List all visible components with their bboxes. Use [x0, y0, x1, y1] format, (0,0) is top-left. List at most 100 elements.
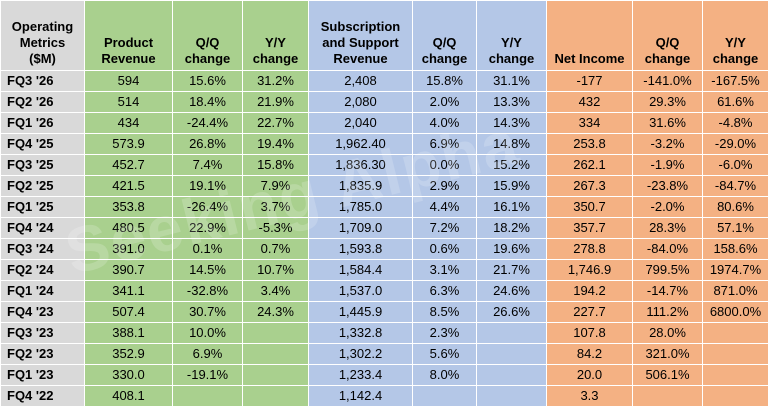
cell-net-income: 262.1: [547, 155, 633, 176]
cell-net-income: 107.8: [547, 323, 633, 344]
cell-net-income-yy: [703, 386, 768, 407]
cell-net-income: 20.0: [547, 365, 633, 386]
cell-product-yy: 0.7%: [243, 239, 309, 260]
cell-net-income: -177: [547, 71, 633, 92]
cell-subscription-yy: 16.1%: [477, 197, 547, 218]
cell-subscription-yy: [477, 365, 547, 386]
cell-subscription-revenue: 1,962.40: [309, 134, 413, 155]
cell-product-yy: 7.9%: [243, 176, 309, 197]
cell-net-income-yy: 61.6%: [703, 92, 768, 113]
cell-product-revenue: 594: [85, 71, 173, 92]
header-metric: Operating Metrics ($M): [1, 1, 85, 71]
cell-net-income: 267.3: [547, 176, 633, 197]
cell-subscription-revenue: 1,709.0: [309, 218, 413, 239]
cell-product-qq: 6.9%: [173, 344, 243, 365]
cell-net-income-yy: 158.6%: [703, 239, 768, 260]
cell-net-income: 1,746.9: [547, 260, 633, 281]
cell-quarter: FQ3 '23: [1, 323, 85, 344]
cell-net-income-qq: -14.7%: [633, 281, 703, 302]
cell-product-revenue: 391.0: [85, 239, 173, 260]
cell-product-yy: [243, 386, 309, 407]
cell-net-income-qq: -141.0%: [633, 71, 703, 92]
cell-subscription-qq: 4.0%: [413, 113, 477, 134]
header-row: Operating Metrics ($M) Product Revenue Q…: [1, 1, 768, 71]
cell-net-income-yy: [703, 365, 768, 386]
cell-product-revenue: 330.0: [85, 365, 173, 386]
cell-subscription-qq: 2.9%: [413, 176, 477, 197]
cell-subscription-yy: [477, 386, 547, 407]
header-product-revenue: Product Revenue: [85, 1, 173, 71]
cell-product-yy: -5.3%: [243, 218, 309, 239]
cell-subscription-revenue: 1,593.8: [309, 239, 413, 260]
cell-subscription-yy: [477, 323, 547, 344]
cell-product-yy: 31.2%: [243, 71, 309, 92]
cell-product-qq: 0.1%: [173, 239, 243, 260]
cell-quarter: FQ3 '24: [1, 239, 85, 260]
cell-product-qq: 22.9%: [173, 218, 243, 239]
cell-net-income: 278.8: [547, 239, 633, 260]
header-net-income: Net Income: [547, 1, 633, 71]
cell-subscription-revenue: 2,040: [309, 113, 413, 134]
cell-subscription-yy: 13.3%: [477, 92, 547, 113]
cell-product-qq: 18.4%: [173, 92, 243, 113]
cell-product-revenue: 434: [85, 113, 173, 134]
cell-subscription-revenue: 1,233.4: [309, 365, 413, 386]
cell-subscription-yy: [477, 344, 547, 365]
cell-net-income: 253.8: [547, 134, 633, 155]
cell-net-income-qq: -23.8%: [633, 176, 703, 197]
cell-product-revenue: 573.9: [85, 134, 173, 155]
cell-subscription-yy: 26.6%: [477, 302, 547, 323]
cell-subscription-qq: 2.3%: [413, 323, 477, 344]
cell-product-revenue: 341.1: [85, 281, 173, 302]
cell-product-revenue: 514: [85, 92, 173, 113]
cell-net-income-yy: -6.0%: [703, 155, 768, 176]
cell-quarter: FQ4 '25: [1, 134, 85, 155]
cell-net-income: 334: [547, 113, 633, 134]
cell-net-income-yy: 871.0%: [703, 281, 768, 302]
cell-product-yy: 21.9%: [243, 92, 309, 113]
cell-net-income-qq: 29.3%: [633, 92, 703, 113]
cell-net-income-yy: 6800.0%: [703, 302, 768, 323]
cell-net-income: 350.7: [547, 197, 633, 218]
cell-quarter: FQ1 '23: [1, 365, 85, 386]
cell-net-income-qq: [633, 386, 703, 407]
cell-subscription-yy: 15.2%: [477, 155, 547, 176]
cell-product-yy: 22.7%: [243, 113, 309, 134]
cell-product-revenue: 480.5: [85, 218, 173, 239]
cell-subscription-revenue: 1,445.9: [309, 302, 413, 323]
cell-product-yy: [243, 323, 309, 344]
cell-product-revenue: 352.9: [85, 344, 173, 365]
cell-subscription-revenue: 1,537.0: [309, 281, 413, 302]
cell-subscription-yy: 14.3%: [477, 113, 547, 134]
cell-product-qq: -32.8%: [173, 281, 243, 302]
cell-quarter: FQ2 '23: [1, 344, 85, 365]
cell-product-revenue: 421.5: [85, 176, 173, 197]
cell-subscription-qq: 8.5%: [413, 302, 477, 323]
cell-subscription-qq: 4.4%: [413, 197, 477, 218]
cell-product-revenue: 388.1: [85, 323, 173, 344]
cell-subscription-yy: 15.9%: [477, 176, 547, 197]
header-subscription-qq: Q/Q change: [413, 1, 477, 71]
cell-product-revenue: 408.1: [85, 386, 173, 407]
cell-net-income-qq: 799.5%: [633, 260, 703, 281]
cell-product-yy: 10.7%: [243, 260, 309, 281]
cell-product-yy: [243, 365, 309, 386]
header-product-qq: Q/Q change: [173, 1, 243, 71]
cell-subscription-revenue: 1,584.4: [309, 260, 413, 281]
cell-product-qq: 14.5%: [173, 260, 243, 281]
cell-net-income-qq: 321.0%: [633, 344, 703, 365]
cell-net-income-yy: -4.8%: [703, 113, 768, 134]
cell-net-income: 357.7: [547, 218, 633, 239]
cell-subscription-qq: 6.9%: [413, 134, 477, 155]
cell-product-yy: 24.3%: [243, 302, 309, 323]
